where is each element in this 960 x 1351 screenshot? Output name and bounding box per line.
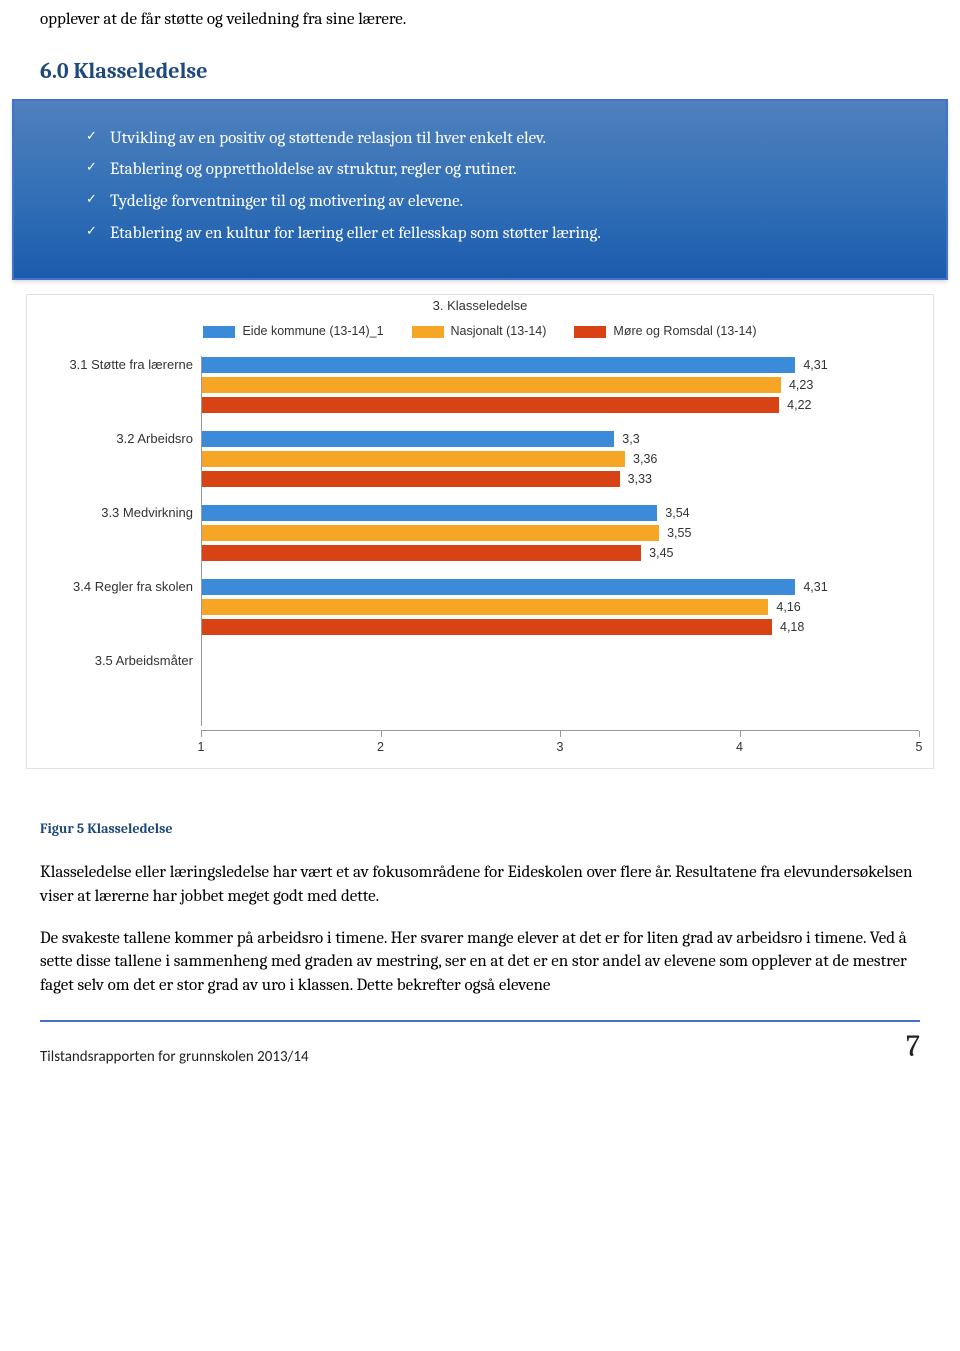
bullet-item: Utvikling av en positiv og støttende rel… [86, 123, 918, 155]
bar-wrap: 3,55 [202, 524, 919, 542]
body-paragraph-1: Klasseledelse eller læringsledelse har v… [40, 861, 920, 909]
tick-label: 4 [736, 739, 743, 757]
page-footer: Tilstandsrapporten for grunnskolen 2013/… [40, 1020, 920, 1068]
legend-item: Nasjonalt (13-14) [412, 323, 547, 341]
bars-column: 3,54 3,55 3,45 [201, 504, 919, 578]
bar-value-label: 4,16 [776, 599, 800, 617]
tick-label: 3 [557, 739, 564, 757]
bar [202, 545, 641, 561]
chart-legend: Eide kommune (13-14)_1 Nasjonalt (13-14) M… [41, 323, 919, 341]
chart-plot-area: 3.1 Støtte fra lærerne 4,31 4,23 4,22 3.2 Ar… [41, 356, 919, 758]
x-axis: 12345 [41, 730, 919, 758]
legend-swatch [203, 326, 235, 338]
bar-wrap [202, 672, 919, 690]
legend-item: Møre og Romsdal (13-14) [574, 323, 756, 341]
legend-label: Møre og Romsdal (13-14) [613, 323, 756, 341]
legend-label: Nasjonalt (13-14) [451, 323, 547, 341]
legend-swatch [412, 326, 444, 338]
bullet-item: Etablering av en kultur for læring eller… [86, 218, 918, 250]
bar [202, 579, 795, 595]
tick-label: 2 [377, 739, 384, 757]
page-number: 7 [906, 1026, 920, 1068]
category-label: 3.3 Medvirkning [41, 504, 201, 522]
bar [202, 525, 659, 541]
bar [202, 451, 625, 467]
bars-column: 3,3 3,36 3,33 [201, 430, 919, 504]
bar-wrap: 4,23 [202, 376, 919, 394]
callout-box: Utvikling av en positiv og støttende rel… [12, 99, 948, 280]
bar [202, 471, 620, 487]
chart-category-row: 3.5 Arbeidsmåter [41, 652, 919, 726]
bullet-item: Etablering og opprettholdelse av struktu… [86, 154, 918, 186]
legend-label: Eide kommune (13-14)_1 [242, 323, 383, 341]
bar [202, 619, 772, 635]
tick-label: 1 [198, 739, 205, 757]
bar-wrap [202, 692, 919, 710]
bar-value-label: 3,45 [649, 545, 673, 563]
bar [202, 357, 795, 373]
bar-wrap: 4,22 [202, 396, 919, 414]
bar-wrap: 3,45 [202, 544, 919, 562]
chart-container: 3. Klasseledelse Eide kommune (13-14)_1 N… [26, 294, 934, 770]
bars-column: 4,314,16 4,18 [201, 578, 919, 652]
category-label: 3.4 Regler fra skolen [41, 578, 201, 596]
bars-column: 4,31 4,23 4,22 [201, 356, 919, 430]
tick-label: 5 [916, 739, 923, 757]
legend-item: Eide kommune (13-14)_1 [203, 323, 383, 341]
bar-value-label: 3,36 [633, 451, 657, 469]
legend-swatch [574, 326, 606, 338]
bars-column [201, 652, 919, 726]
chart-category-row: 3.3 Medvirkning 3,54 3,55 3,45 [41, 504, 919, 578]
bar-wrap: 4,18 [202, 618, 919, 636]
bar [202, 397, 779, 413]
bar-value-label: 4,31 [803, 579, 827, 597]
body-paragraph-2: De svakeste tallene kommer på arbeidsro … [40, 927, 920, 998]
bullet-list: Utvikling av en positiv og støttende rel… [86, 123, 918, 250]
category-label: 3.1 Støtte fra lærerne [41, 356, 201, 374]
category-label: 3.2 Arbeidsro [41, 430, 201, 448]
intro-paragraph: opplever at de får støtte og veiledning … [40, 8, 920, 32]
bar [202, 599, 768, 615]
bar-value-label: 3,55 [667, 525, 691, 543]
chart-category-row: 3.1 Støtte fra lærerne 4,31 4,23 4,22 [41, 356, 919, 430]
category-label: 3.5 Arbeidsmåter [41, 652, 201, 670]
section-heading: 6.0 Klasseledelse [40, 56, 920, 87]
figure-caption: Figur 5 Klasseledelse [40, 819, 920, 839]
bullet-item: Tydelige forventninger til og motivering… [86, 186, 918, 218]
bar-value-label: 4,22 [787, 397, 811, 415]
footer-title: Tilstandsrapporten for grunnskolen 2013/… [40, 1045, 309, 1068]
bar-value-label: 3,54 [665, 505, 689, 523]
bar-wrap [202, 652, 919, 670]
bar-value-label: 4,18 [780, 619, 804, 637]
chart-title: 3. Klasseledelse [41, 295, 919, 323]
bar [202, 505, 657, 521]
bar-wrap: 3,3 [202, 430, 919, 448]
bar-wrap: 3,54 [202, 504, 919, 522]
chart-category-row: 3.4 Regler fra skolen 4,314,16 4,18 [41, 578, 919, 652]
bar-wrap: 4,31 [202, 356, 919, 374]
bar-wrap: 4,31 [202, 578, 919, 596]
bar-value-label: 3,3 [622, 431, 639, 449]
chart-category-row: 3.2 Arbeidsro 3,3 3,36 3,33 [41, 430, 919, 504]
bar-value-label: 4,31 [803, 357, 827, 375]
bar-wrap: 3,36 [202, 450, 919, 468]
bar-wrap: 4,16 [202, 598, 919, 616]
bar [202, 377, 781, 393]
bar-value-label: 3,33 [628, 471, 652, 489]
bar-wrap: 3,33 [202, 470, 919, 488]
bar [202, 431, 614, 447]
bar-value-label: 4,23 [789, 377, 813, 395]
